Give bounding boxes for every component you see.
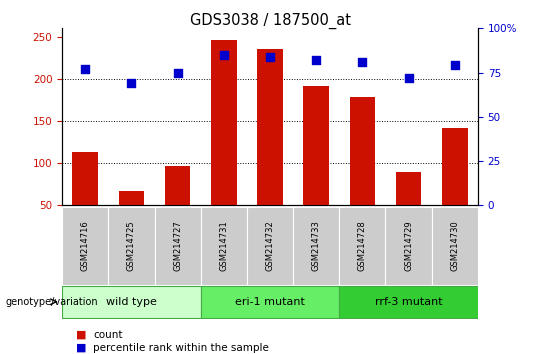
Point xyxy=(358,59,367,65)
Text: GSM214716: GSM214716 xyxy=(80,221,90,272)
Bar xyxy=(339,207,386,285)
Text: GSM214727: GSM214727 xyxy=(173,221,182,272)
Text: GSM214731: GSM214731 xyxy=(219,221,228,272)
Bar xyxy=(257,50,283,205)
Bar xyxy=(211,40,237,205)
Text: GSM214733: GSM214733 xyxy=(312,221,321,272)
Text: GSM214725: GSM214725 xyxy=(127,221,136,272)
Text: GSM214730: GSM214730 xyxy=(450,221,460,272)
Text: wild type: wild type xyxy=(106,297,157,307)
Text: count: count xyxy=(93,330,123,339)
Point xyxy=(219,52,228,58)
Bar xyxy=(165,166,190,205)
Point xyxy=(173,70,182,75)
Bar xyxy=(247,207,293,285)
Bar xyxy=(396,172,421,205)
Text: GSM214728: GSM214728 xyxy=(358,221,367,272)
Bar xyxy=(201,286,339,318)
Text: GDS3038 / 187500_at: GDS3038 / 187500_at xyxy=(190,12,350,29)
Point xyxy=(404,75,413,81)
Bar xyxy=(350,97,375,205)
Text: percentile rank within the sample: percentile rank within the sample xyxy=(93,343,269,353)
Point xyxy=(312,57,321,63)
Text: ■: ■ xyxy=(76,343,86,353)
Bar xyxy=(154,207,201,285)
Point xyxy=(266,54,274,59)
Text: rrf-3 mutant: rrf-3 mutant xyxy=(375,297,442,307)
Text: genotype/variation: genotype/variation xyxy=(5,297,98,307)
Text: GSM214732: GSM214732 xyxy=(266,221,274,272)
Bar xyxy=(339,286,478,318)
Bar xyxy=(62,207,109,285)
Bar xyxy=(431,207,478,285)
Bar xyxy=(62,286,201,318)
Bar xyxy=(442,128,468,205)
Point xyxy=(450,63,459,68)
Bar xyxy=(293,207,339,285)
Text: GSM214729: GSM214729 xyxy=(404,221,413,272)
Text: eri-1 mutant: eri-1 mutant xyxy=(235,297,305,307)
Bar xyxy=(72,152,98,205)
Point xyxy=(127,80,136,86)
Bar xyxy=(109,207,154,285)
Bar xyxy=(201,207,247,285)
Bar xyxy=(386,207,431,285)
Bar xyxy=(303,86,329,205)
Bar xyxy=(119,191,144,205)
Point xyxy=(81,66,90,72)
Text: ■: ■ xyxy=(76,330,86,339)
